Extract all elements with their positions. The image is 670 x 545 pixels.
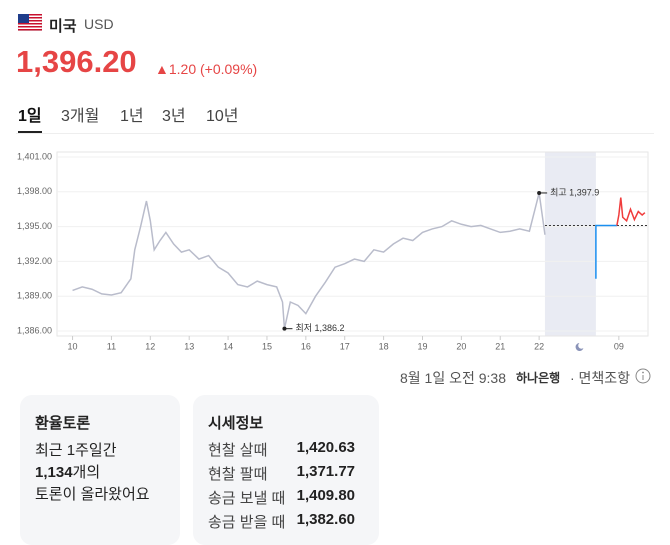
- annotation-label: 최고 1,397.9: [550, 187, 599, 197]
- x-tick-label: 11: [107, 341, 116, 351]
- count: 1,134: [35, 464, 73, 481]
- x-tick-label: 20: [456, 341, 466, 351]
- quote-value: 1,420.63: [296, 439, 355, 456]
- tab[interactable]: 3개월: [61, 108, 100, 125]
- y-tick-label: 1,386.00: [17, 325, 52, 335]
- text: 최근 1주일간: [35, 442, 117, 459]
- line: [595, 224, 617, 279]
- line: [72, 192, 546, 329]
- quote-label: 현찰 살때: [208, 442, 268, 459]
- info-icon[interactable]: [635, 368, 651, 384]
- x-tick-label: 18: [379, 341, 389, 351]
- line: [616, 197, 646, 226]
- text: 토론이 올라왔어요: [35, 486, 150, 503]
- x-tick-label: 12: [145, 341, 155, 351]
- discussion-card[interactable]: 환율토론 최근 1주일간 1,134개의 토론이 올라왔어요: [20, 395, 180, 545]
- text: 개의: [72, 464, 101, 481]
- x-tick-label: 21: [495, 341, 505, 351]
- update-time: 8월 1일 오전 9:38: [400, 370, 507, 386]
- text: 1,134개의: [35, 461, 100, 482]
- chart: 1,386.00 1,389.00 1,392.00 1,395.00 1,398.00…: [17, 151, 649, 351]
- x-tick-label: 19: [417, 341, 427, 351]
- plot-frame: [56, 151, 649, 337]
- country: 미국: [49, 18, 77, 35]
- flag: [18, 14, 42, 31]
- x-tick-label: 10: [68, 341, 78, 351]
- currency: USD: [84, 16, 114, 32]
- tab[interactable]: 10년: [206, 108, 239, 125]
- x-tick-label: 13: [184, 341, 194, 351]
- x-tick-label: 17: [340, 341, 350, 351]
- y-tick-label: 1,401.00: [17, 151, 52, 161]
- active-tab-underline: [18, 131, 42, 133]
- y-tick-label: 1,395.00: [17, 221, 52, 231]
- card-title: 시세정보: [208, 415, 264, 432]
- page: 미국 USD 1,396.20 ▲1.20 (+0.09%) 1,386.00 1…: [16, 14, 654, 531]
- annotation-label: 최저 1,386.2: [295, 323, 344, 333]
- quote-label: 송금 받을 때: [208, 514, 286, 531]
- x-tick-label: 16: [301, 341, 311, 351]
- moon-icon: [575, 343, 584, 351]
- quotes-card: 시세정보 현찰 살때 1,420.63 현찰 팔때 1,371.77 송금 보낼 때 1,…: [193, 395, 379, 545]
- change: ▲1.20 (+0.09%): [155, 61, 258, 77]
- tab[interactable]: 1년: [120, 108, 144, 125]
- tab[interactable]: 1일: [18, 108, 42, 125]
- quote-value: 1,382.60: [296, 511, 355, 528]
- price: 1,396.20: [16, 44, 137, 79]
- y-tick-label: 1,392.00: [17, 256, 52, 266]
- night-band: [544, 152, 596, 336]
- card-title: 환율토론: [35, 415, 91, 432]
- quote-value: 1,371.77: [296, 463, 355, 480]
- tab[interactable]: 3년: [162, 108, 186, 125]
- y-tick-label: 1,398.00: [17, 186, 52, 196]
- quote-value: 1,409.80: [296, 487, 355, 504]
- quote-label: 송금 보낼 때: [208, 490, 286, 507]
- bank: 하나은행: [516, 371, 561, 385]
- disclaimer[interactable]: · 면책조항: [570, 370, 631, 386]
- y-tick-label: 1,389.00: [17, 291, 52, 301]
- divider: [16, 133, 654, 134]
- quote-label: 현찰 팔때: [208, 466, 268, 483]
- x-tick-label: 15: [262, 341, 272, 351]
- x-tick-label: 14: [223, 341, 233, 351]
- x-tick-label: 09: [614, 341, 624, 351]
- x-tick-label: 22: [534, 341, 544, 351]
